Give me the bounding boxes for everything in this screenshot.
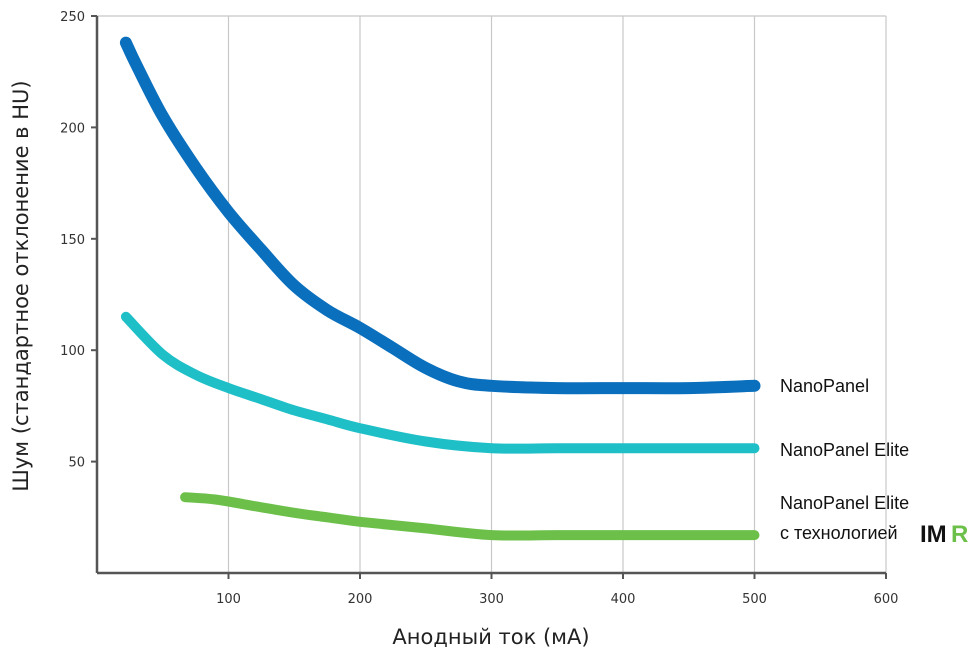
series-label-nanopanel-elite-imr-line1: NanoPanel Elite — [780, 493, 909, 513]
series-lines — [119, 36, 761, 541]
x-tick-label-600: 600 — [874, 592, 899, 607]
imr-logo-r: R — [951, 521, 968, 548]
y-tick-label-50: 50 — [68, 456, 85, 471]
y-tick-label-250: 250 — [60, 10, 85, 25]
x-tick-label-400: 400 — [611, 592, 636, 607]
x-tick-label-100: 100 — [216, 592, 241, 607]
y-tick-label-200: 200 — [60, 121, 85, 136]
imr-logo-im: IM — [920, 521, 947, 548]
series-line-2 — [120, 311, 760, 454]
x-tick-label-300: 300 — [479, 592, 504, 607]
y-tick-label-150: 150 — [60, 233, 85, 248]
series-label-nanopanel-elite: NanoPanel Elite — [780, 440, 909, 460]
x-axis-title: Анодный ток (мА) — [392, 625, 589, 648]
y-tick-label-100: 100 — [60, 344, 85, 359]
series-line-1 — [119, 36, 761, 395]
x-axis-ticks: 100 200 300 400 500 600 — [216, 573, 898, 607]
grid-lines — [97, 15, 887, 573]
imr-logo: IM R — [920, 521, 968, 548]
series-label-nanopanel-elite-imr-line2: с технологией — [780, 523, 898, 543]
y-axis-ticks: 50 100 150 200 250 — [60, 10, 97, 471]
series-line-3 — [180, 492, 760, 541]
y-axis-title: Шум (стандартное отклонение в HU) — [9, 80, 33, 491]
x-tick-label-200: 200 — [348, 592, 373, 607]
series-label-nanopanel: NanoPanel — [780, 376, 869, 396]
x-tick-label-500: 500 — [742, 592, 767, 607]
